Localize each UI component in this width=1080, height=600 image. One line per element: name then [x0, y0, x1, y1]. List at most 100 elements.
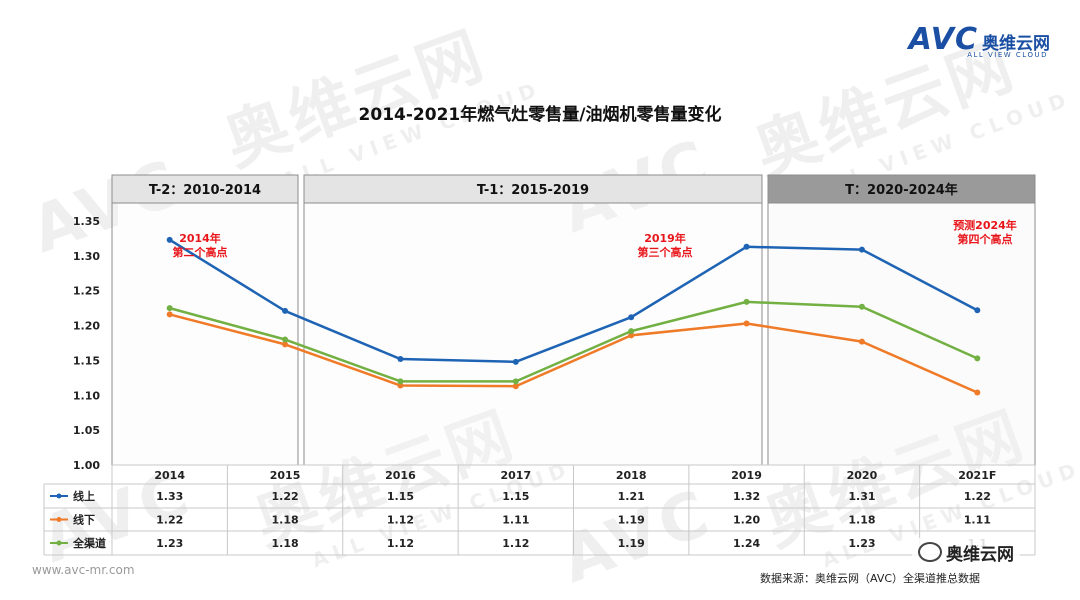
series-lines	[166, 236, 981, 396]
data-point	[166, 311, 173, 318]
legend-marker	[56, 540, 62, 546]
data-point	[743, 320, 750, 327]
table-cell-value: 1.22	[156, 514, 183, 527]
table-cell-value: 1.19	[618, 537, 645, 550]
annotation-text: 第三个高点	[638, 245, 693, 259]
x-category-label: 2017	[501, 469, 532, 482]
y-tick-label: 1.35	[73, 215, 100, 228]
data-point	[858, 303, 865, 310]
period-box	[767, 174, 1036, 466]
table-cell-value: 1.23	[156, 537, 183, 550]
annotation-text: 2014年	[179, 231, 221, 245]
y-tick-label: 1.15	[73, 354, 100, 367]
data-point	[628, 314, 635, 321]
data-point	[397, 356, 404, 363]
wechat-label: 奥维云网	[946, 545, 1014, 565]
data-point	[282, 336, 289, 343]
period-boxes: T-2：2010-2014 T-1：2015-2019 T：2020-2024年	[111, 174, 1036, 466]
period-label: T：2020-2024年	[845, 182, 958, 198]
data-point	[858, 246, 865, 253]
legend-label: 线上	[73, 489, 95, 503]
table-cell-value: 1.20	[733, 514, 760, 527]
table-cell-value: 1.11	[502, 514, 529, 527]
y-tick-label: 1.10	[73, 389, 100, 402]
period-label: T-2：2010-2014	[149, 183, 261, 198]
table-cell-value: 1.33	[156, 490, 183, 503]
table-cell-value: 1.11	[964, 514, 991, 527]
x-category-label: 2014	[154, 469, 185, 482]
avc-logo: AVC 奥维云网 ALL VIEW CLOUD	[909, 22, 1050, 59]
data-point	[628, 332, 635, 339]
table-cell-value: 1.22	[271, 490, 298, 503]
data-point	[743, 243, 750, 250]
legend-label: 全渠道	[72, 536, 106, 550]
data-point	[512, 378, 519, 385]
x-category-label: 2015	[270, 469, 301, 482]
wechat-badge: 奥维云网	[912, 538, 1020, 567]
logo-name-en: ALL VIEW CLOUD	[967, 51, 1048, 59]
chart-title: 2014-2021年燃气灶零售量/油烟机零售量变化	[358, 105, 722, 125]
table-cell-value: 1.15	[502, 490, 529, 503]
footer-url: www.avc-mr.com	[32, 563, 135, 577]
data-point	[512, 383, 519, 390]
data-point	[974, 389, 981, 396]
table-cell-value: 1.32	[733, 490, 760, 503]
table-cell-value: 1.19	[618, 514, 645, 527]
table-cell-value: 1.23	[848, 537, 875, 550]
period-label: T-1：2015-2019	[477, 183, 589, 198]
period-box	[111, 174, 299, 466]
data-point	[858, 338, 865, 345]
wechat-icon	[918, 542, 942, 562]
legend-label: 线下	[73, 513, 95, 527]
x-category-label: 2020	[847, 469, 878, 482]
table-cell-value: 1.22	[964, 490, 991, 503]
x-category-label: 2019	[731, 469, 762, 482]
annotation-text: 第四个高点	[958, 232, 1013, 246]
y-tick-label: 1.25	[73, 285, 100, 298]
data-point	[166, 236, 173, 243]
table-cell-value: 1.18	[271, 514, 298, 527]
annotation-text: 预测2024年	[953, 218, 1017, 232]
x-category-label: 2018	[616, 469, 647, 482]
data-point	[512, 358, 519, 365]
table-cell-value: 1.31	[848, 490, 875, 503]
table-cell-value: 1.15	[387, 490, 414, 503]
table-cell-value: 1.12	[387, 514, 414, 527]
data-source: 数据来源：奥维云网（AVC）全渠道推总数据	[760, 572, 981, 585]
logo-name-cn: 奥维云网	[982, 34, 1050, 54]
y-tick-label: 1.00	[73, 459, 100, 472]
x-category-label: 2021F	[958, 469, 996, 482]
period-header	[303, 174, 763, 204]
period-header	[767, 174, 1036, 204]
data-point	[397, 382, 404, 389]
legend-marker	[56, 493, 62, 499]
data-point	[974, 307, 981, 314]
annotation-text: 第二个高点	[173, 245, 228, 259]
logo-mark: AVC	[908, 22, 978, 57]
x-category-label: 2016	[385, 469, 416, 482]
data-point	[166, 305, 173, 312]
data-point	[282, 341, 289, 348]
data-table: 2014 2015 2016 2017 2018 2019 2020 2021F 线上 1.33 1…	[43, 464, 1036, 556]
data-point	[397, 378, 404, 385]
legend-marker	[56, 517, 62, 522]
table-cell-value: 1.18	[271, 537, 298, 550]
series-line	[169, 313, 978, 394]
annotation-text: 2019年	[644, 231, 686, 245]
period-header	[111, 174, 299, 204]
table-cell-value: 1.12	[502, 537, 529, 550]
y-tick-label: 1.30	[73, 250, 100, 263]
period-box	[303, 174, 763, 466]
y-tick-label: 1.20	[73, 320, 100, 333]
table-cell-value: 1.12	[387, 537, 414, 550]
data-point	[743, 298, 750, 305]
y-tick-label: 1.05	[73, 424, 100, 437]
series-line	[169, 300, 978, 383]
table-cell-value: 1.21	[618, 490, 645, 503]
series-line	[169, 238, 978, 364]
table-cell-value: 1.18	[848, 514, 875, 527]
data-point	[974, 355, 981, 362]
data-point	[628, 328, 635, 335]
